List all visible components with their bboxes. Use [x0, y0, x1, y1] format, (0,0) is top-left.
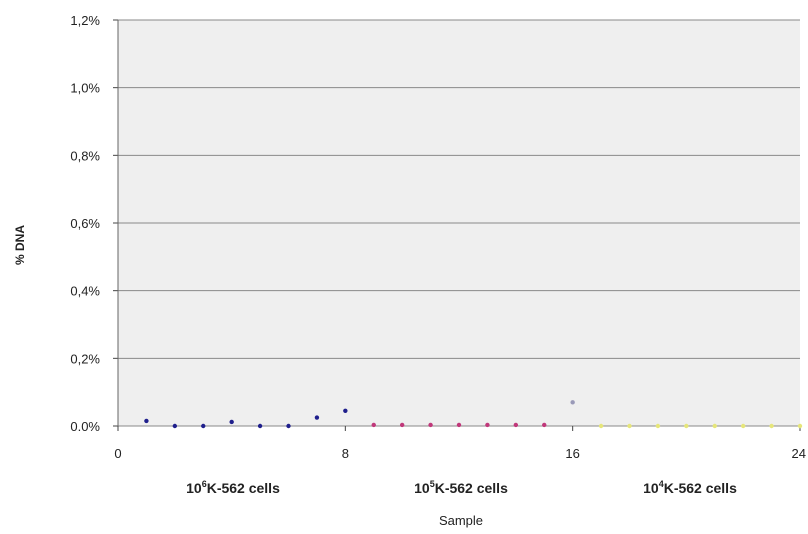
x-axis-ticks: 0 8 16 24 — [114, 426, 806, 461]
data-point — [343, 408, 348, 413]
data-point — [172, 423, 178, 429]
y-tick-label: 1,0% — [70, 81, 100, 96]
data-point — [314, 415, 320, 420]
data-point — [655, 423, 661, 429]
data-point — [201, 423, 206, 429]
data-point — [740, 423, 746, 429]
y-tick-label: 0.0% — [70, 419, 100, 434]
x-tick-label: 24 — [792, 446, 806, 461]
data-point — [712, 423, 717, 429]
group-label: 104K-562 cells — [643, 479, 737, 496]
y-axis-title: % DNA — [13, 225, 27, 265]
y-tick-label: 0,6% — [70, 216, 100, 231]
data-point — [598, 423, 604, 429]
data-point — [797, 423, 803, 429]
data-point — [286, 423, 291, 429]
data-point — [371, 422, 376, 428]
data-point — [399, 422, 405, 428]
y-axis-ticks: 0.0% 0,2% 0,4% 0,6% 0,8% 1,0% 1,2% — [70, 13, 118, 434]
data-point — [513, 422, 519, 428]
data-point — [769, 423, 774, 429]
data-point — [144, 418, 149, 424]
data-point — [428, 422, 433, 428]
y-tick-label: 0,8% — [70, 148, 100, 163]
group-label: 106K-562 cells — [186, 479, 280, 496]
y-tick-label: 0,4% — [70, 284, 100, 299]
gridlines — [118, 19, 800, 427]
group-labels: 106K-562 cells 105K-562 cells 104K-562 cel… — [186, 479, 737, 496]
y-tick-label: 1,2% — [70, 13, 100, 28]
data-point — [627, 423, 632, 429]
data-points — [144, 400, 803, 429]
x-axis-title: Sample — [439, 513, 483, 528]
y-tick-label: 0,2% — [70, 351, 100, 366]
data-point — [456, 422, 462, 428]
data-point — [542, 422, 547, 428]
group-label: 105K-562 cells — [414, 479, 508, 496]
data-point — [570, 400, 575, 405]
data-point — [485, 422, 490, 428]
data-point — [257, 423, 263, 429]
x-tick-label: 0 — [114, 446, 121, 461]
x-tick-label: 8 — [342, 446, 349, 461]
data-point — [684, 423, 689, 429]
x-tick-label: 16 — [565, 446, 579, 461]
data-point — [229, 419, 234, 425]
